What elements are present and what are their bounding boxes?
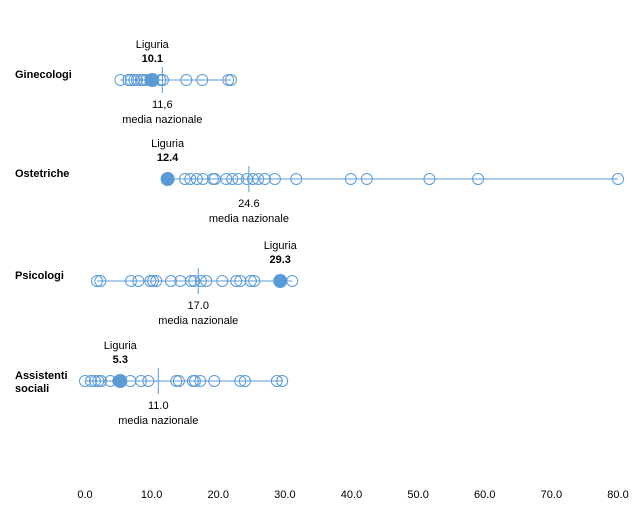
region-marker bbox=[238, 375, 251, 387]
region-marker bbox=[276, 375, 289, 387]
region-marker bbox=[270, 375, 283, 387]
liguria-label: Liguria bbox=[264, 240, 298, 252]
region-marker bbox=[246, 173, 259, 185]
region-marker bbox=[84, 375, 97, 387]
region-marker bbox=[290, 173, 303, 185]
region-marker bbox=[130, 74, 143, 86]
region-marker bbox=[142, 375, 155, 387]
mean-value: 11.0 bbox=[148, 400, 169, 412]
mean-label: media nazionale bbox=[209, 213, 289, 225]
liguria-value: 5.3 bbox=[113, 354, 128, 366]
region-marker bbox=[234, 375, 247, 387]
region-marker bbox=[146, 275, 159, 287]
x-tick-label: 50.0 bbox=[407, 489, 428, 501]
region-marker bbox=[194, 275, 207, 287]
liguria-label: Liguria bbox=[136, 39, 170, 51]
row-label: Ginecologi bbox=[15, 69, 72, 81]
mean-label: media nazionale bbox=[122, 114, 202, 126]
x-tick-label: 10.0 bbox=[141, 489, 162, 501]
region-marker bbox=[180, 74, 193, 86]
region-marker bbox=[164, 275, 177, 287]
liguria-label: Liguria bbox=[151, 138, 185, 150]
row-label: Ostetriche bbox=[15, 168, 69, 180]
region-marker bbox=[344, 173, 357, 185]
region-marker bbox=[170, 375, 183, 387]
region-marker bbox=[124, 74, 137, 86]
region-marker bbox=[244, 275, 257, 287]
mean-value: 17.0 bbox=[188, 300, 209, 312]
liguria-value: 12.4 bbox=[157, 152, 179, 164]
region-marker bbox=[124, 275, 137, 287]
x-tick-label: 20.0 bbox=[208, 489, 229, 501]
region-marker bbox=[144, 275, 157, 287]
region-marker bbox=[188, 275, 201, 287]
region-marker bbox=[128, 74, 141, 86]
region-marker bbox=[178, 173, 191, 185]
region-marker bbox=[79, 375, 91, 387]
x-tick-label: 80.0 bbox=[607, 489, 628, 501]
region-marker bbox=[208, 375, 221, 387]
row-label: sociali bbox=[15, 383, 49, 395]
row-label: Psicologi bbox=[15, 270, 64, 282]
region-marker bbox=[90, 275, 103, 287]
region-marker bbox=[194, 375, 207, 387]
region-marker bbox=[134, 375, 147, 387]
region-marker bbox=[122, 74, 135, 86]
x-tick-label: 70.0 bbox=[541, 489, 562, 501]
region-marker bbox=[258, 173, 271, 185]
region-marker bbox=[196, 74, 209, 86]
region-marker bbox=[216, 275, 229, 287]
region-marker bbox=[196, 173, 209, 185]
mean-value: 11,6 bbox=[152, 99, 173, 111]
region-marker bbox=[190, 173, 203, 185]
liguria-marker bbox=[160, 172, 175, 186]
region-marker bbox=[94, 275, 107, 287]
region-marker bbox=[150, 275, 163, 287]
region-marker bbox=[88, 375, 101, 387]
mean-value: 24.6 bbox=[238, 198, 259, 210]
region-marker bbox=[612, 173, 624, 185]
region-marker bbox=[252, 173, 265, 185]
region-marker bbox=[200, 275, 213, 287]
x-tick-label: 30.0 bbox=[274, 489, 295, 501]
region-marker bbox=[268, 173, 281, 185]
x-tick-label: 0.0 bbox=[77, 489, 92, 501]
region-marker bbox=[360, 173, 373, 185]
region-marker bbox=[423, 173, 436, 185]
liguria-value: 10.1 bbox=[142, 53, 163, 65]
region-marker bbox=[172, 375, 185, 387]
liguria-marker bbox=[273, 274, 288, 288]
liguria-label: Liguria bbox=[104, 340, 138, 352]
region-marker bbox=[224, 74, 237, 86]
region-marker bbox=[92, 375, 105, 387]
x-tick-label: 40.0 bbox=[341, 489, 362, 501]
region-marker bbox=[248, 275, 261, 287]
liguria-value: 29.3 bbox=[270, 254, 291, 266]
liguria-marker bbox=[145, 73, 160, 87]
region-marker bbox=[94, 375, 107, 387]
region-marker bbox=[184, 173, 197, 185]
region-marker bbox=[226, 173, 239, 185]
row-label: Assistenti bbox=[15, 370, 68, 382]
liguria-marker bbox=[113, 374, 128, 388]
region-marker bbox=[232, 173, 245, 185]
mean-label: media nazionale bbox=[158, 315, 238, 327]
region-marker bbox=[472, 173, 485, 185]
region-marker bbox=[188, 375, 201, 387]
region-marker bbox=[132, 275, 145, 287]
mean-label: media nazionale bbox=[118, 415, 198, 427]
region-marker bbox=[230, 275, 243, 287]
region-marker bbox=[220, 173, 233, 185]
region-marker bbox=[184, 275, 197, 287]
region-marker bbox=[222, 74, 235, 86]
x-tick-label: 60.0 bbox=[474, 489, 495, 501]
